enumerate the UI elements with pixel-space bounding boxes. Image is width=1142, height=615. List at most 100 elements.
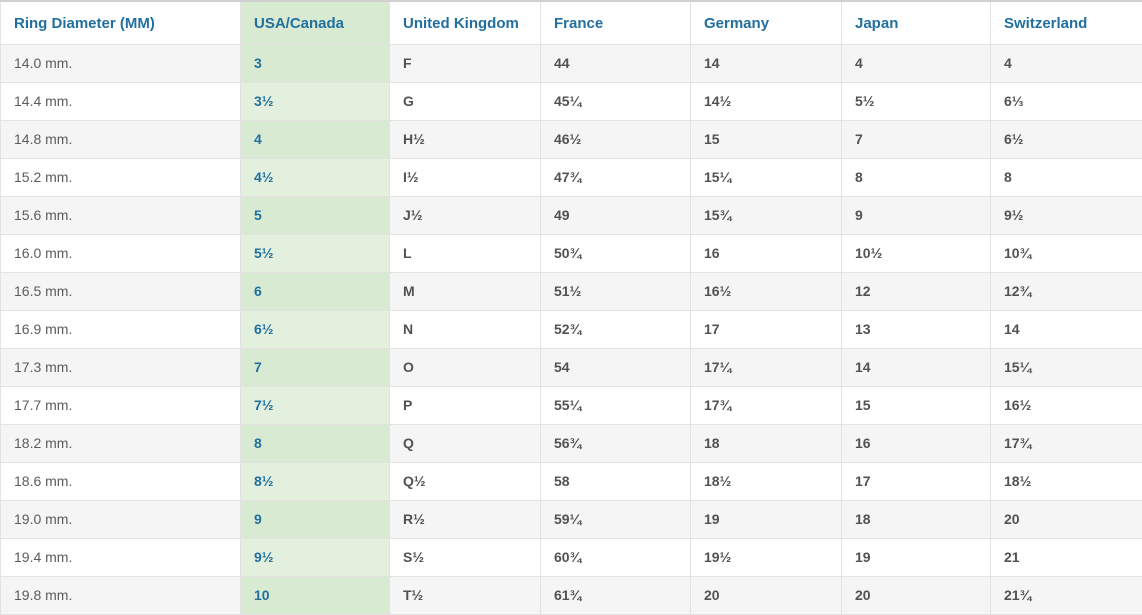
table-cell-usa-canada: 5½ (241, 235, 390, 273)
table-cell-usa-canada: 9½ (241, 539, 390, 577)
table-cell-france: 51½ (541, 273, 691, 311)
table-cell-ring-diameter-mm: 16.9 mm. (1, 311, 241, 349)
table-cell-switzerland: 12¾ (991, 273, 1142, 311)
table-cell-france: 50¾ (541, 235, 691, 273)
table-cell-germany: 14½ (691, 83, 842, 121)
table-cell-germany: 18½ (691, 463, 842, 501)
table-cell-usa-canada: 7½ (241, 387, 390, 425)
table-cell-france: 60¾ (541, 539, 691, 577)
table-cell-germany: 20 (691, 577, 842, 615)
table-cell-germany: 19 (691, 501, 842, 539)
column-header-germany: Germany (691, 1, 842, 45)
table-cell-ring-diameter-mm: 16.5 mm. (1, 273, 241, 311)
table-cell-ring-diameter-mm: 18.2 mm. (1, 425, 241, 463)
column-header-united-kingdom: United Kingdom (390, 1, 541, 45)
table-cell-usa-canada: 4½ (241, 159, 390, 197)
column-header-ring-diameter-mm: Ring Diameter (MM) (1, 1, 241, 45)
column-header-usa-canada: USA/Canada (241, 1, 390, 45)
table-cell-japan: 16 (842, 425, 991, 463)
table-cell-germany: 15 (691, 121, 842, 159)
table-cell-france: 44 (541, 45, 691, 83)
table-cell-japan: 4 (842, 45, 991, 83)
column-header-switzerland: Switzerland (991, 1, 1142, 45)
table-cell-ring-diameter-mm: 14.8 mm. (1, 121, 241, 159)
table-cell-ring-diameter-mm: 14.0 mm. (1, 45, 241, 83)
table-cell-united-kingdom: J½ (390, 197, 541, 235)
table-cell-ring-diameter-mm: 18.6 mm. (1, 463, 241, 501)
table-cell-japan: 17 (842, 463, 991, 501)
table-cell-united-kingdom: T½ (390, 577, 541, 615)
table-cell-germany: 19½ (691, 539, 842, 577)
table-cell-switzerland: 14 (991, 311, 1142, 349)
table-cell-switzerland: 6½ (991, 121, 1142, 159)
table-cell-united-kingdom: F (390, 45, 541, 83)
table-cell-japan: 5½ (842, 83, 991, 121)
table-cell-ring-diameter-mm: 14.4 mm. (1, 83, 241, 121)
table-cell-germany: 15¾ (691, 197, 842, 235)
table-cell-united-kingdom: I½ (390, 159, 541, 197)
table-cell-switzerland: 15¼ (991, 349, 1142, 387)
table-cell-usa-canada: 5 (241, 197, 390, 235)
table-cell-japan: 7 (842, 121, 991, 159)
table-cell-united-kingdom: Q (390, 425, 541, 463)
table-cell-france: 47¾ (541, 159, 691, 197)
table-cell-japan: 8 (842, 159, 991, 197)
table-cell-switzerland: 17¾ (991, 425, 1142, 463)
table-cell-usa-canada: 3½ (241, 83, 390, 121)
table-cell-france: 52¾ (541, 311, 691, 349)
column-header-japan: Japan (842, 1, 991, 45)
table-cell-ring-diameter-mm: 17.7 mm. (1, 387, 241, 425)
table-cell-usa-canada: 10 (241, 577, 390, 615)
table-cell-usa-canada: 6 (241, 273, 390, 311)
table-cell-ring-diameter-mm: 15.2 mm. (1, 159, 241, 197)
table-cell-united-kingdom: H½ (390, 121, 541, 159)
table-cell-switzerland: 10¾ (991, 235, 1142, 273)
table-cell-france: 59¼ (541, 501, 691, 539)
table-cell-united-kingdom: G (390, 83, 541, 121)
table-cell-germany: 17¾ (691, 387, 842, 425)
table-cell-ring-diameter-mm: 17.3 mm. (1, 349, 241, 387)
table-cell-france: 55¼ (541, 387, 691, 425)
table-cell-germany: 18 (691, 425, 842, 463)
table-cell-japan: 14 (842, 349, 991, 387)
table-cell-japan: 15 (842, 387, 991, 425)
table-cell-germany: 17 (691, 311, 842, 349)
table-cell-usa-canada: 3 (241, 45, 390, 83)
table-cell-japan: 12 (842, 273, 991, 311)
table-cell-switzerland: 6⅓ (991, 83, 1142, 121)
table-cell-switzerland: 4 (991, 45, 1142, 83)
table-cell-united-kingdom: M (390, 273, 541, 311)
table-cell-usa-canada: 8 (241, 425, 390, 463)
table-cell-japan: 18 (842, 501, 991, 539)
table-cell-germany: 14 (691, 45, 842, 83)
table-cell-switzerland: 21 (991, 539, 1142, 577)
table-cell-united-kingdom: R½ (390, 501, 541, 539)
table-cell-germany: 17¼ (691, 349, 842, 387)
table-cell-switzerland: 9½ (991, 197, 1142, 235)
table-cell-japan: 20 (842, 577, 991, 615)
table-cell-switzerland: 18½ (991, 463, 1142, 501)
column-header-france: France (541, 1, 691, 45)
table-cell-germany: 16 (691, 235, 842, 273)
table-cell-ring-diameter-mm: 19.4 mm. (1, 539, 241, 577)
table-cell-united-kingdom: S½ (390, 539, 541, 577)
table-cell-united-kingdom: Q½ (390, 463, 541, 501)
table-cell-usa-canada: 4 (241, 121, 390, 159)
table-cell-usa-canada: 8½ (241, 463, 390, 501)
table-cell-france: 45¼ (541, 83, 691, 121)
table-cell-usa-canada: 6½ (241, 311, 390, 349)
table-cell-ring-diameter-mm: 19.0 mm. (1, 501, 241, 539)
